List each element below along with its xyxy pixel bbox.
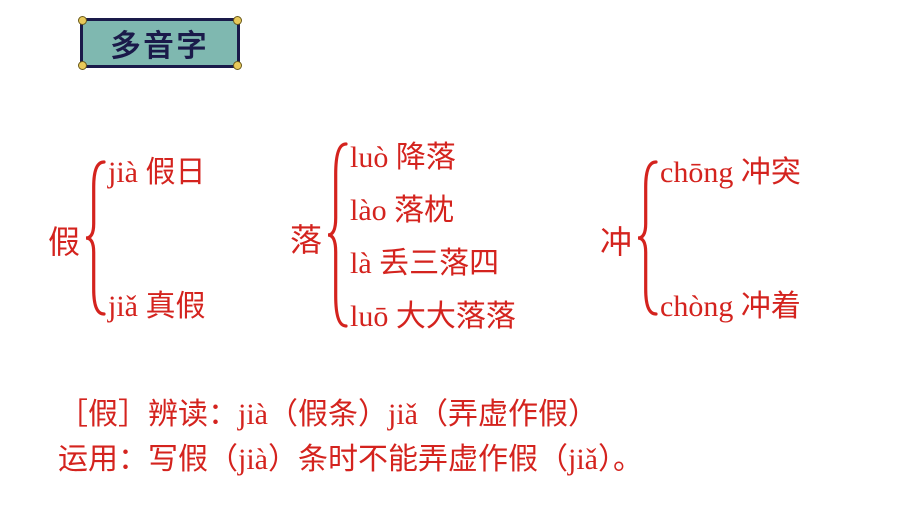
pinyin: jià (238, 398, 268, 431)
polyphonic-group: 落 luò 降落 lào 落枕 là 丢三落四 luō 大大落落 (290, 140, 516, 335)
text: 运用：写假（ (58, 443, 238, 476)
title-text: 多音字 (111, 21, 210, 65)
polyphonic-group: 冲 chōng 冲突 chòng 冲着 (600, 155, 801, 325)
brace-icon (634, 158, 660, 318)
pinyin: jiǎ (108, 290, 138, 323)
example-word: 冲突 (741, 156, 801, 189)
explanation-line-2: 运用：写假（jià）条时不能弄虚作假（jiǎ）。 (58, 437, 643, 482)
group-root-char: 假 (48, 217, 80, 263)
reading-row: jià 假日 (108, 155, 206, 191)
text: ）。 (598, 443, 643, 476)
brace-icon (82, 158, 108, 318)
brace-wrap (82, 158, 108, 323)
pinyin: chòng (660, 290, 733, 323)
pinyin: jià (238, 443, 268, 476)
example-word: 落枕 (394, 194, 454, 227)
reading-row: là 丢三落四 (350, 246, 516, 282)
group-root-char: 冲 (600, 217, 632, 263)
pinyin: jià (108, 156, 138, 189)
explanation-block: ［假］辨读：jià（假条）jiǎ（弄虚作假） 运用：写假（jià）条时不能弄虚作… (58, 392, 643, 482)
brace-wrap (634, 158, 660, 323)
pinyin: chōng (660, 156, 733, 189)
corner-dot (233, 16, 242, 25)
reading-row: chòng 冲着 (660, 289, 801, 325)
reading-row: lào 落枕 (350, 193, 516, 229)
corner-dot (78, 61, 87, 70)
pinyin: là (350, 247, 372, 280)
text: （弄虚作假） (418, 398, 598, 431)
pinyin: lào (350, 194, 387, 227)
readings-list: jià 假日 jiǎ 真假 (108, 155, 206, 325)
corner-dot (233, 61, 242, 70)
text: ［假］辨读： (58, 398, 238, 431)
pinyin: luò (350, 141, 388, 174)
example-word: 丢三落四 (379, 247, 499, 280)
polyphonic-group: 假 jià 假日 jiǎ 真假 (48, 155, 206, 325)
example-word: 假日 (146, 156, 206, 189)
readings-list: chōng 冲突 chòng 冲着 (660, 155, 801, 325)
pinyin: jiǎ (388, 398, 418, 431)
text: ）条时不能弄虚作假（ (268, 443, 568, 476)
brace-wrap (324, 140, 350, 335)
example-word: 大大落落 (396, 300, 516, 333)
brace-icon (324, 140, 350, 330)
pinyin: luō (350, 300, 388, 333)
corner-dot (78, 16, 87, 25)
reading-row: luō 大大落落 (350, 299, 516, 335)
example-word: 降落 (396, 141, 456, 174)
title-banner: 多音字 (80, 18, 240, 68)
explanation-line-1: ［假］辨读：jià（假条）jiǎ（弄虚作假） (58, 392, 643, 437)
reading-row: chōng 冲突 (660, 155, 801, 191)
reading-row: jiǎ 真假 (108, 289, 206, 325)
example-word: 真假 (146, 290, 206, 323)
text: （假条） (268, 398, 388, 431)
readings-list: luò 降落 lào 落枕 là 丢三落四 luō 大大落落 (350, 140, 516, 335)
reading-row: luò 降落 (350, 140, 516, 176)
example-word: 冲着 (741, 290, 801, 323)
pinyin: jiǎ (568, 443, 598, 476)
group-root-char: 落 (290, 215, 322, 261)
